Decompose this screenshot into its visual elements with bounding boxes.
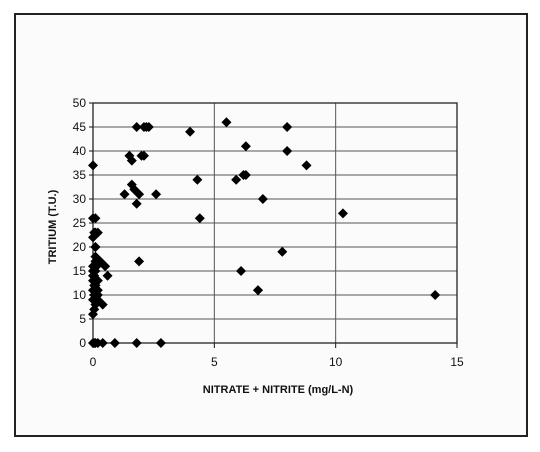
- data-point: [109, 338, 120, 348]
- data-point: [185, 126, 196, 137]
- grid: [92, 102, 458, 344]
- tick-labels: 0 5 10 15 20 25 30 35 40 45 50 0 5 10 15: [73, 96, 464, 369]
- data-point: [131, 198, 142, 209]
- data-point: [337, 208, 348, 219]
- data-point: [92, 285, 103, 296]
- data-point: [282, 122, 293, 132]
- x-tick-label: 10: [329, 355, 343, 369]
- data-point: [282, 146, 293, 156]
- data-point: [126, 155, 137, 166]
- axes: [89, 102, 458, 348]
- y-tick-label: 25: [73, 216, 87, 230]
- x-tick-label: 15: [450, 355, 464, 369]
- y-tick-label: 0: [79, 336, 86, 350]
- data-point: [131, 122, 142, 132]
- data-point: [100, 261, 111, 272]
- data-point: [141, 122, 152, 132]
- data-point: [92, 227, 103, 238]
- y-tick-label: 5: [79, 312, 86, 326]
- data-point: [97, 338, 108, 348]
- data-point: [155, 338, 166, 348]
- data-point: [221, 117, 232, 128]
- data-point: [277, 246, 288, 257]
- data-point: [138, 150, 149, 161]
- y-tick-label: 15: [73, 264, 87, 278]
- data-point: [253, 285, 264, 296]
- data-point: [90, 251, 101, 262]
- data-point: [88, 213, 98, 224]
- y-tick-label: 40: [73, 144, 87, 158]
- y-tick-label: 35: [73, 168, 87, 182]
- data-points: [88, 117, 441, 348]
- y-tick-label: 10: [73, 288, 87, 302]
- data-point: [97, 299, 108, 310]
- data-point: [236, 266, 247, 276]
- data-point: [240, 141, 251, 152]
- data-point: [119, 189, 130, 200]
- x-axis-title: NITRATE + NITRITE (mg/L-N): [203, 384, 354, 396]
- data-point: [257, 194, 268, 204]
- data-point: [102, 270, 113, 281]
- y-tick-label: 50: [73, 96, 87, 110]
- x-tick-label: 0: [90, 355, 97, 369]
- chart-frame: [14, 13, 528, 437]
- data-point: [430, 290, 441, 300]
- x-tick-label: 5: [211, 355, 218, 369]
- data-point: [192, 174, 203, 185]
- data-point: [151, 189, 162, 200]
- data-point: [301, 160, 312, 171]
- y-axis-title: TRITIUM (T.U.): [47, 189, 59, 264]
- data-point: [88, 160, 98, 171]
- data-point: [134, 256, 145, 267]
- y-tick-label: 20: [73, 240, 87, 254]
- data-point: [134, 189, 145, 200]
- data-point: [194, 213, 205, 224]
- data-point: [240, 170, 251, 180]
- y-tick-label: 30: [73, 192, 87, 206]
- data-point: [90, 242, 101, 252]
- data-point: [131, 338, 142, 348]
- data-point: [231, 174, 242, 185]
- y-tick-label: 45: [73, 120, 87, 134]
